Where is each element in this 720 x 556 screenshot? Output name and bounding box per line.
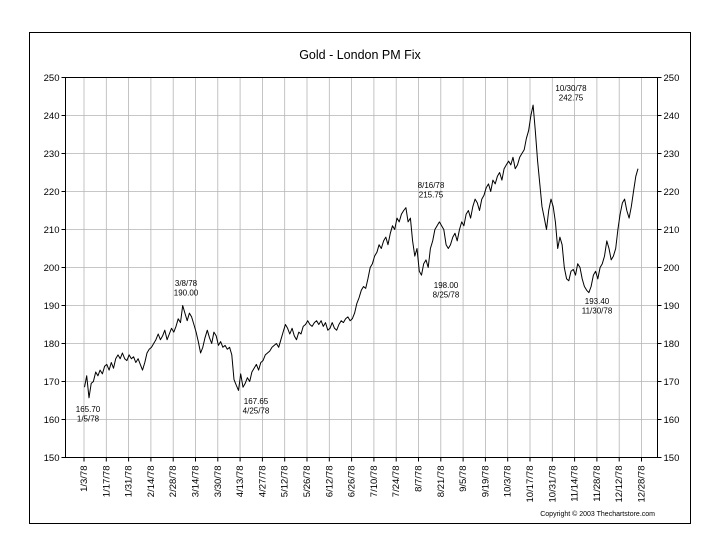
annotation-line: 215.75	[419, 191, 444, 200]
x-tick-label: 7/24/78	[391, 466, 402, 498]
y-tick-label-right: 230	[664, 149, 680, 160]
x-tick-label: 11/14/78	[570, 466, 581, 502]
x-tick-label: 6/26/78	[347, 466, 358, 498]
y-tick-label-right: 220	[664, 187, 680, 198]
chart-title: Gold - London PM Fix	[299, 48, 421, 62]
annotation-label: 3/8/78 190.00	[174, 279, 199, 298]
price-series-line	[84, 104, 639, 399]
annotations: 165.70 1/5/78 3/8/78 190.00 167.65 4/25/78 8/1…	[76, 84, 613, 424]
x-tick-label: 4/27/78	[257, 466, 268, 498]
y-tick-label-left: 250	[44, 73, 60, 84]
x-tick-label: 3/14/78	[191, 466, 202, 498]
annotation-line: 165.70	[76, 405, 101, 414]
x-tick-label: 4/13/78	[235, 466, 246, 498]
y-tick-label-left: 170	[44, 377, 60, 388]
y-tick-label-left: 160	[44, 415, 60, 426]
x-tick-label: 10/31/78	[547, 466, 558, 503]
y-tick-label-right: 210	[664, 225, 680, 236]
y-tick-label-right: 170	[664, 377, 680, 388]
x-tick-label: 9/19/78	[480, 466, 491, 498]
annotation-line: 11/30/78	[582, 307, 613, 316]
annotation-line: 198.00	[434, 281, 459, 290]
x-tick-label: 7/10/78	[369, 466, 380, 498]
x-tick-label: 8/21/78	[436, 466, 447, 498]
annotation-line: 193.40	[585, 297, 610, 306]
x-tick-label: 1/17/78	[101, 466, 112, 498]
y-tick-label-right: 240	[664, 111, 680, 122]
x-tick-label: 6/12/78	[324, 466, 335, 498]
x-tick-label: 2/28/78	[168, 466, 179, 498]
y-tick-label-left: 150	[44, 453, 60, 464]
annotation-line: 190.00	[174, 289, 199, 298]
outer-frame	[29, 32, 691, 524]
x-tick-label: 5/12/78	[280, 466, 291, 498]
annotation-label: 8/16/78 215.75	[418, 181, 445, 200]
annotation-label: 167.65 4/25/78	[243, 397, 270, 416]
x-tick-label: 1/3/78	[79, 466, 90, 492]
y-tick-label-left: 230	[44, 149, 60, 160]
annotation-line: 10/30/78	[555, 84, 587, 93]
annotation-line: 8/16/78	[418, 181, 445, 190]
x-tick-label: 1/31/78	[124, 466, 135, 498]
y-tick-label-left: 190	[44, 301, 60, 312]
x-tick-label: 12/28/78	[637, 466, 648, 503]
y-tick-label-right: 180	[664, 339, 680, 350]
x-tick-label: 10/3/78	[503, 466, 514, 498]
y-axis-right: 150 160 170 180 190 200 210 220 230 240 250	[657, 73, 680, 464]
y-tick-label-right: 190	[664, 301, 680, 312]
x-tick-label: 2/14/78	[146, 466, 157, 498]
annotation-label: 193.40 11/30/78	[582, 297, 613, 316]
annotation-label: 165.70 1/5/78	[76, 405, 101, 424]
y-tick-label-left: 240	[44, 111, 60, 122]
y-tick-label-right: 250	[664, 73, 680, 84]
annotation-line: 3/8/78	[175, 279, 198, 288]
y-tick-label-right: 150	[664, 453, 680, 464]
annotation-line: 1/5/78	[77, 415, 100, 424]
x-tick-label: 9/5/78	[458, 466, 469, 492]
x-tick-label: 8/7/78	[414, 466, 425, 492]
annotation-line: 8/25/78	[433, 291, 460, 300]
y-tick-label-right: 200	[664, 263, 680, 274]
y-tick-label-left: 180	[44, 339, 60, 350]
x-tick-label: 5/26/78	[302, 466, 313, 498]
annotation-line: 242.75	[559, 94, 584, 103]
annotation-line: 4/25/78	[243, 407, 270, 416]
y-tick-label-left: 220	[44, 187, 60, 198]
x-axis: 1/3/78 1/17/78 1/31/78 2/14/78 2/28/78 3/14/7…	[79, 457, 648, 503]
copyright-footer: Copyright © 2003 Thechartstore.com	[540, 510, 655, 518]
annotation-label: 198.00 8/25/78	[433, 281, 460, 300]
y-tick-label-right: 160	[664, 415, 680, 426]
y-axis-left: 150 160 170 180 190 200 210 220 230 240 250	[44, 73, 66, 464]
annotation-label: 10/30/78 242.75	[555, 84, 587, 103]
annotation-line: 167.65	[244, 397, 269, 406]
x-tick-label: 12/12/78	[614, 466, 625, 503]
x-tick-label: 3/30/78	[213, 466, 224, 498]
x-tick-label: 11/28/78	[592, 466, 603, 502]
y-tick-label-left: 210	[44, 225, 60, 236]
y-tick-label-left: 200	[44, 263, 60, 274]
grid	[65, 77, 658, 458]
series-layer	[84, 104, 639, 399]
x-tick-label: 10/17/78	[525, 466, 536, 503]
